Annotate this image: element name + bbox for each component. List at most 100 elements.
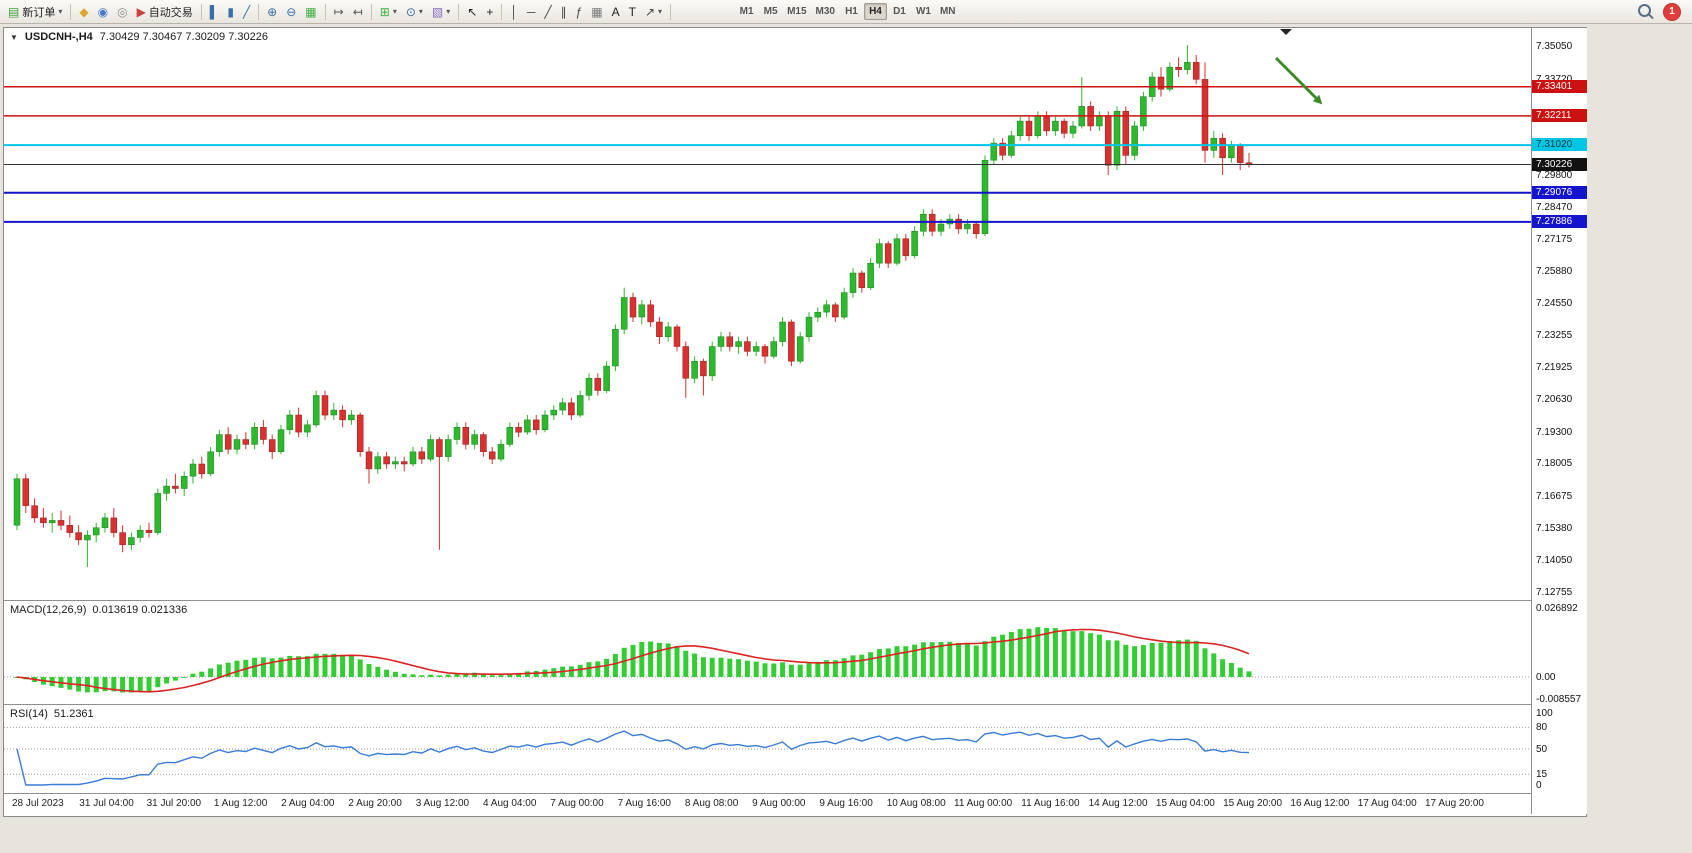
- panel-divider[interactable]: [4, 600, 1586, 601]
- trendline-button[interactable]: ╱: [540, 2, 555, 21]
- crosshair-button[interactable]: +: [482, 2, 497, 21]
- time-tick-label: 17 Aug 04:00: [1357, 798, 1417, 809]
- zoom-in-icon: ⊕: [267, 4, 278, 19]
- cursor-button[interactable]: ↖: [463, 2, 481, 21]
- collapse-icon[interactable]: ▼: [10, 32, 18, 42]
- price-line-tag[interactable]: 7.32211: [1532, 108, 1587, 122]
- toolbar-separator: [258, 3, 260, 20]
- time-tick-label: 28 Jul 2023: [12, 798, 64, 809]
- community-icon-button[interactable]: ◎: [113, 2, 131, 21]
- rsi-axis-label: 50: [1536, 744, 1548, 755]
- toolbar-separator: [501, 3, 503, 20]
- price-line-tag[interactable]: 7.29076: [1532, 185, 1587, 199]
- toolbar-group-draw: │ ─ ╱ ∥ ƒ ▦ A T ↗ ▾: [506, 2, 666, 21]
- chart-shift-button[interactable]: ↤: [349, 2, 367, 21]
- price-axis[interactable]: 7.35050 7.33720 7.29800 7.28470 7.27175 7.258…: [1531, 28, 1587, 814]
- price-line-tag[interactable]: 7.33401: [1532, 79, 1587, 93]
- tile-windows-icon: ▦: [305, 4, 317, 19]
- channel-button[interactable]: ∥: [557, 2, 571, 21]
- vertical-line-button[interactable]: │: [506, 2, 522, 21]
- community-icon-icon: ◎: [117, 4, 128, 19]
- zoom-out-button[interactable]: ⊖: [282, 2, 300, 21]
- timeframe-button-h4[interactable]: H4: [863, 3, 887, 20]
- timeframe-button-m15[interactable]: M15: [783, 3, 810, 20]
- panel-divider[interactable]: [4, 704, 1586, 705]
- rsi-axis-label: 15: [1536, 769, 1548, 781]
- panel-divider[interactable]: [4, 793, 1586, 794]
- time-tick-label: 7 Aug 16:00: [617, 798, 671, 809]
- periods-button[interactable]: ⊙ ▾: [402, 2, 427, 21]
- label-button[interactable]: T: [625, 2, 640, 21]
- auto-scroll-button[interactable]: ↦: [330, 2, 348, 21]
- fibonacci-button[interactable]: ƒ: [572, 2, 587, 21]
- macd-values: 0.013619 0.021336: [92, 604, 188, 616]
- timeframe-button-h1[interactable]: H1: [840, 3, 863, 20]
- time-tick-label: 17 Aug 20:00: [1425, 798, 1484, 809]
- indicators-button[interactable]: ⊞ ▾: [376, 2, 401, 21]
- horizontal-line-button[interactable]: ─: [523, 2, 540, 21]
- rsi-title: RSI(14): [10, 708, 48, 720]
- macd-label: MACD(12,26,9) 0.013619 0.021336: [10, 604, 187, 616]
- zoom-in-button[interactable]: ⊕: [263, 2, 281, 21]
- rsi-line: [16, 730, 1250, 786]
- time-tick-label: 2 Aug 20:00: [348, 798, 402, 809]
- text-button[interactable]: A: [608, 2, 624, 21]
- search-icon[interactable]: [1637, 3, 1654, 20]
- tile-windows-button[interactable]: ▦: [301, 2, 320, 21]
- price-tick-label: 7.29800: [1536, 169, 1573, 181]
- timeframe-button-w1[interactable]: W1: [912, 3, 935, 20]
- macd-chart[interactable]: [4, 601, 1531, 704]
- price-tick-label: 7.21925: [1536, 362, 1573, 374]
- time-tick-label: 9 Aug 16:00: [819, 798, 873, 809]
- trend-arrow-annotation[interactable]: [1274, 56, 1323, 105]
- crosshair-icon: +: [486, 4, 494, 19]
- vertical-line-icon: │: [510, 4, 518, 19]
- chart-window: ▼ USDCNH-,H4 7.30429 7.30467 7.30209 7.3…: [3, 27, 1587, 817]
- chevron-down-icon: ▾: [658, 7, 663, 16]
- price-line-tag[interactable]: 7.31020: [1532, 138, 1587, 152]
- price-chart[interactable]: [4, 28, 1531, 600]
- autotrading-button-label: 自动交易: [148, 6, 193, 19]
- price-tick-label: 7.33720: [1536, 73, 1572, 86]
- timeframe-button-m30[interactable]: M30: [812, 3, 839, 20]
- line-chart-button[interactable]: ╱: [239, 2, 254, 21]
- timeframe-button-mn[interactable]: MN: [936, 3, 960, 20]
- time-axis[interactable]: 28 Jul 2023 31 Jul 04:00 31 Jul 20:00 1 Aug…: [4, 794, 1531, 814]
- toolbar-group-objects: ⊞ ▾ ⊙ ▾ ▧ ▾: [376, 2, 455, 21]
- templates-button[interactable]: ▧ ▾: [428, 2, 454, 21]
- bar-chart-button[interactable]: ▌: [206, 2, 223, 21]
- new-order-button[interactable]: ▤ 新订单 ▾: [4, 2, 66, 21]
- chart-ohlc-values: 7.30429 7.30467 7.30209 7.30226: [99, 31, 268, 43]
- time-tick-label: 4 Aug 04:00: [483, 798, 537, 809]
- rsi-chart[interactable]: [4, 705, 1531, 793]
- time-tick-label: 16 Aug 12:00: [1290, 798, 1350, 809]
- timeframe-button-d1[interactable]: D1: [888, 3, 911, 20]
- market-icon-button[interactable]: ◆: [75, 2, 92, 21]
- toolbar-separator: [70, 3, 72, 20]
- timeframe-group: M1 M5 M15 M30 H1 H4 D1 W1 MN: [735, 3, 959, 20]
- rsi-axis-label: 80: [1536, 722, 1548, 734]
- chevron-down-icon: ▾: [58, 7, 63, 16]
- toolbar-group-services: ◆ ◉ ◎ ▶ 自动交易: [75, 2, 196, 21]
- toolbar-separator: [370, 3, 372, 20]
- notification-badge[interactable]: 1: [1664, 3, 1680, 20]
- timeframe-button-m1[interactable]: M1: [735, 3, 758, 20]
- auto-scroll-icon: ↦: [333, 4, 344, 19]
- timeframe-button-m5[interactable]: M5: [759, 3, 782, 20]
- trendline-icon: ╱: [544, 4, 552, 19]
- time-tick-label: 7 Aug 00:00: [550, 798, 604, 809]
- toolbar-group-zoom: ⊕ ⊖ ▦: [263, 2, 320, 21]
- price-tick-label: 7.35050: [1536, 40, 1573, 52]
- grid-button[interactable]: ▦: [587, 2, 606, 21]
- price-line-tag[interactable]: 7.30226: [1532, 157, 1587, 171]
- candlestick-chart-button[interactable]: ▮: [223, 2, 238, 21]
- shapes-button[interactable]: ↗ ▾: [641, 2, 666, 21]
- toolbar-separator: [324, 3, 326, 20]
- indicators-icon: ⊞: [379, 4, 390, 19]
- autotrading-button[interactable]: ▶ 自动交易: [133, 2, 197, 21]
- signals-icon-button[interactable]: ◉: [94, 2, 112, 21]
- price-line-tag[interactable]: 7.27886: [1532, 214, 1587, 228]
- macd-axis-label: 0.00: [1536, 672, 1556, 683]
- toolbar-group-scroll: ↦ ↤: [330, 2, 367, 21]
- price-tick-label: 7.25880: [1536, 265, 1573, 277]
